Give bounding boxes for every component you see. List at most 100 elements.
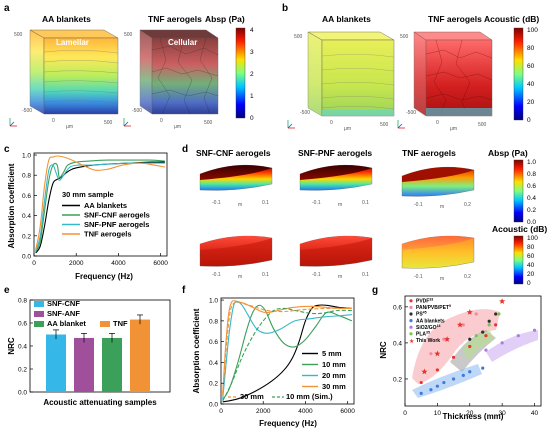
a-right-tag: Cellular: [168, 38, 197, 47]
g-legend-marker-3: [409, 319, 413, 323]
e-legend-swatch-2: [34, 321, 44, 327]
f-tick-group: 0 2000 4000 6000 0.0 0.2 0.4 0.6 0.8 1.0: [209, 298, 355, 415]
g-point-4-0: [484, 348, 488, 352]
d-tick-2c: 0.1: [362, 200, 369, 206]
panel-label-e: e: [4, 285, 10, 296]
c-ytick-label-0: 0.0: [22, 254, 31, 261]
e-ytick-label-4: 0.8: [18, 298, 27, 305]
g-ytick-label-1: 0.4: [393, 340, 402, 347]
e-ylabel: NRC: [7, 337, 16, 355]
d-disk-snf-pnf-absp: [299, 164, 373, 191]
b-right-tick-x0: -500: [406, 110, 416, 116]
d-cb1-tick-0: 1.0: [527, 159, 536, 166]
g-point-2-0: [468, 337, 472, 341]
c-ytick-label-5: 1.0: [22, 153, 31, 160]
a-left-tag: Lamellar: [56, 38, 89, 47]
c-xtick-label-3: 6000: [153, 260, 168, 267]
g-xlabel: Thickness (mm): [443, 412, 504, 421]
g-point-1-0: [429, 352, 433, 356]
f-annotation-right: 10 mm (Sim.): [286, 392, 333, 401]
c-ytick-label-4: 0.8: [22, 173, 31, 180]
f-ytick-label-1: 0.2: [209, 381, 218, 388]
g-point-6-3: [457, 321, 464, 328]
a-left-tick-x1: 0: [52, 118, 55, 124]
g-legend-marker-0: [409, 299, 413, 303]
g-point-group: [419, 298, 537, 395]
b-colorbar: [513, 27, 524, 121]
b-cb-tick-20: 20: [527, 99, 535, 106]
d-disk-snf-cnf-acoustic: [199, 235, 273, 267]
d-cb1-tick-4: 0.2: [527, 207, 536, 214]
f-series-line-0: [222, 304, 352, 403]
c-series-line-1: [35, 159, 165, 253]
g-legend-label-3: AA blankets: [416, 318, 445, 324]
a-left-tick-top: 500: [14, 32, 23, 38]
a-left-title: AA blankets: [42, 14, 91, 24]
b-cb-tick-100: 100: [527, 27, 538, 34]
d-tick-5a: -0.1: [312, 272, 321, 278]
d-tick-4a: -0.1: [212, 272, 221, 278]
c-xtick-label-0: 0: [32, 260, 36, 267]
f-plot-frame: [220, 297, 355, 405]
e-legend-label-2: AA blanket: [47, 319, 86, 328]
e-legend-label-3: TNF: [113, 319, 128, 328]
d-unit-1: m: [238, 202, 242, 208]
d-tick-6c: 0.2: [464, 274, 471, 280]
g-point-3-0: [419, 391, 423, 395]
f-series-line-1: [222, 304, 353, 401]
panel-f: 0 2000 4000 6000 0.0 0.2 0.4 0.6 0.8 1.0 5 mm 10 m…: [192, 298, 355, 428]
g-legend-label-1: PAN/PVB/PET9: [416, 304, 451, 311]
d-cb2-tick-1: 80: [527, 244, 535, 251]
e-legend-label-0: SNF-CNF: [47, 299, 80, 308]
c-ytick-label-3: 0.6: [22, 193, 31, 200]
a-cb-tick-3: 3: [250, 49, 254, 56]
d-tick-3a: -0.1: [414, 202, 423, 208]
f-annotation-left: 30 mm: [240, 392, 264, 401]
g-point-2-1: [481, 330, 485, 334]
aa-acoustic-cube: [307, 31, 395, 117]
f-xlabel: Frequency (Hz): [259, 419, 317, 428]
d-tick-2a: -0.1: [312, 200, 321, 206]
c-annotation: 30 mm sample: [62, 190, 114, 199]
a-cb-tick-1: 1: [250, 93, 254, 100]
g-ylabel: NRC: [379, 341, 388, 359]
f-series-group: [222, 300, 353, 403]
d-unit-2: m: [338, 202, 342, 208]
e-legend-label-1: SNF-ANF: [47, 309, 80, 318]
g-point-0-5: [494, 323, 498, 327]
a-right-tick-x0: -500: [132, 108, 142, 114]
c-ylabel: Absorption coefficient: [7, 163, 16, 248]
f-legend-label-2: 20 mm: [322, 371, 346, 380]
g-point-3-6: [468, 370, 472, 374]
f-ytick-label-5: 1.0: [209, 298, 218, 305]
g-legend-label-4: SiO2/GO14: [416, 324, 441, 331]
panel-label-f: f: [182, 285, 186, 296]
c-legend-label-2: SNF-PNF aerogels: [84, 220, 149, 229]
c-tick-group: 0 2000 4000 6000 0.0 0.2 0.4 0.6 0.8 1.0: [22, 153, 168, 267]
a-colorbar-title: Absp (Pa): [205, 14, 245, 24]
g-legend-marker-1: [409, 305, 413, 309]
d-tick-3c: 0.2: [464, 202, 471, 208]
b-colorbar-title: Acoustic (dB): [484, 14, 539, 24]
g-legend-label-6: This Work: [416, 338, 440, 344]
d-title-3: TNF aerogels: [402, 148, 456, 158]
d-disk-tnf-acoustic: [401, 235, 475, 269]
d-disk-snf-pnf-acoustic: [299, 235, 373, 267]
e-bar-2: [102, 337, 122, 392]
f-xtick-label-1: 2000: [256, 408, 271, 415]
g-xtick-label-3: 30: [499, 410, 507, 417]
c-ytick-label-2: 0.4: [22, 213, 31, 220]
a-cb-tick-0: 0: [250, 115, 254, 122]
f-ylabel: Absorption coefficient: [192, 308, 201, 393]
g-point-6-5: [499, 298, 506, 304]
a-left-tick-x0: -500: [22, 108, 32, 114]
g-xtick-label-4: 40: [531, 410, 539, 417]
b-cb-tick-60: 60: [527, 63, 535, 70]
e-legend-swatch-1: [34, 311, 44, 317]
g-legend-marker-5: [409, 332, 413, 336]
d-title-2: SNF-PNF aerogels: [298, 148, 372, 158]
g-point-3-4: [451, 377, 456, 381]
